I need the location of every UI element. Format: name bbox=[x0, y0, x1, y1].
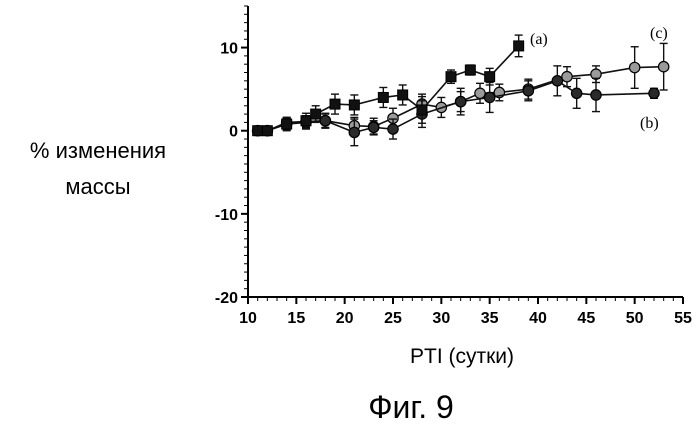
data-point bbox=[570, 87, 583, 100]
data-point bbox=[648, 87, 660, 100]
data-point bbox=[261, 125, 273, 137]
x-axis-label: PTI (сутки) bbox=[410, 345, 514, 368]
data-point bbox=[329, 98, 341, 110]
data-point bbox=[387, 123, 399, 135]
y-tick-label: -10 bbox=[215, 207, 238, 224]
y-axis-label-line2: массы bbox=[65, 174, 130, 199]
series-labels: (a) (c) (b) bbox=[530, 25, 668, 132]
series-a bbox=[252, 34, 525, 137]
x-tick-label: 40 bbox=[529, 310, 547, 327]
data-point bbox=[416, 104, 428, 116]
x-tick-label: 30 bbox=[432, 310, 450, 327]
x-tick-label: 35 bbox=[481, 310, 499, 327]
data-point bbox=[397, 89, 409, 101]
y-axis-label-line1: % изменения bbox=[30, 138, 166, 163]
series-line bbox=[257, 79, 655, 134]
x-tick-label: 50 bbox=[626, 310, 644, 327]
data-point bbox=[590, 89, 602, 101]
x-tick-label: 45 bbox=[577, 310, 595, 327]
data-point bbox=[300, 115, 312, 127]
series-label-a: (a) bbox=[530, 31, 548, 48]
x-tick-label: 15 bbox=[287, 310, 305, 327]
data-point bbox=[483, 91, 496, 104]
data-point bbox=[454, 95, 467, 108]
data-point bbox=[377, 91, 389, 103]
data-point bbox=[348, 126, 361, 139]
series-layer bbox=[251, 34, 670, 147]
data-point bbox=[464, 64, 476, 76]
data-point bbox=[551, 75, 564, 87]
x-tick-label: 10 bbox=[239, 310, 257, 327]
data-point bbox=[348, 99, 360, 111]
y-tick-label: -20 bbox=[215, 290, 238, 307]
x-tick-label: 20 bbox=[336, 310, 354, 327]
y-tick-label: 10 bbox=[220, 41, 238, 58]
y-tick-label: 0 bbox=[229, 124, 238, 141]
plot-area: 10 15 20 25 30 35 40 45 50 55 -20 -10 0 10 bbox=[215, 5, 692, 327]
x-tick-label: 55 bbox=[674, 310, 692, 327]
data-point bbox=[561, 70, 573, 83]
data-point bbox=[445, 71, 457, 83]
data-point bbox=[319, 114, 332, 127]
figure-caption: Фиг. 9 bbox=[368, 389, 454, 425]
data-point bbox=[522, 85, 535, 97]
series-label-c: (c) bbox=[650, 25, 668, 42]
x-tick-label: 25 bbox=[384, 310, 402, 327]
data-point bbox=[474, 87, 486, 100]
data-point bbox=[657, 60, 670, 73]
data-point bbox=[281, 118, 293, 130]
data-point bbox=[252, 125, 264, 137]
data-point bbox=[484, 71, 496, 83]
data-point bbox=[310, 108, 322, 120]
series-label-b: (b) bbox=[640, 115, 659, 132]
data-point bbox=[367, 121, 380, 134]
data-point bbox=[628, 61, 641, 74]
data-point bbox=[513, 40, 525, 52]
